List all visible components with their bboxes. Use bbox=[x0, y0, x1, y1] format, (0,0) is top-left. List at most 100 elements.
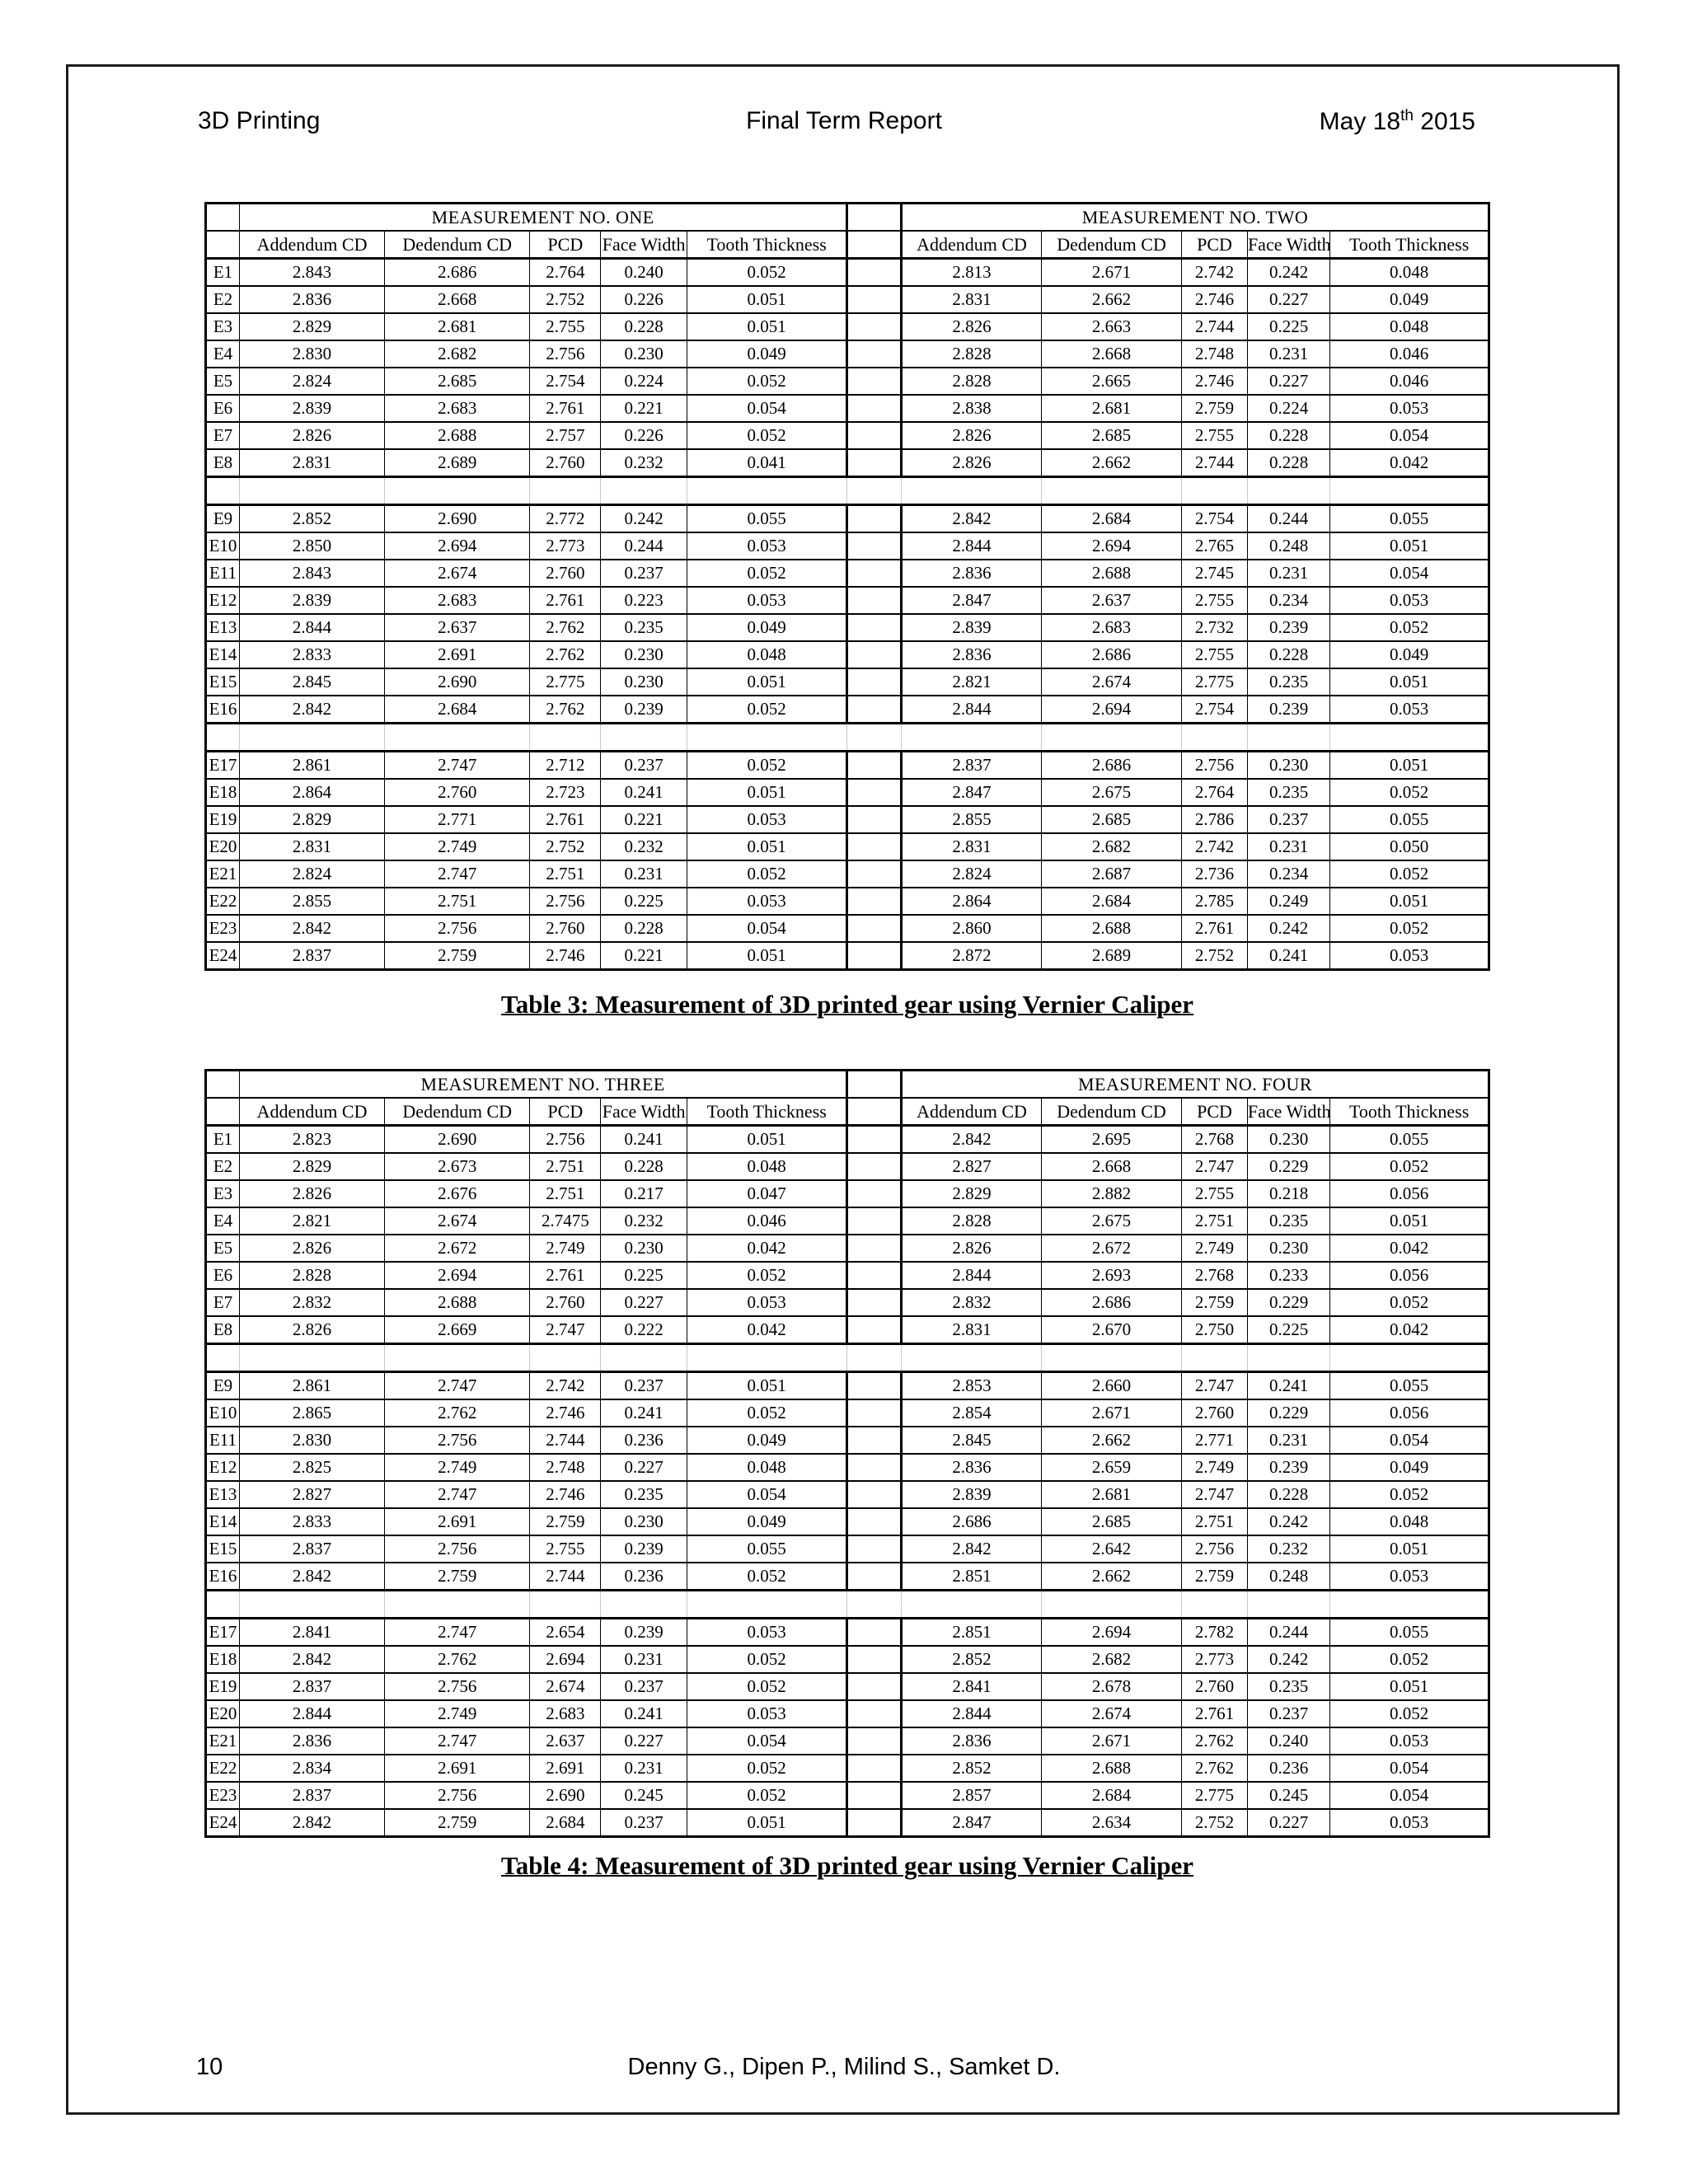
table-row: E24 2.837 2.759 2.746 0.221 0.051 2.872 2.689 2.… bbox=[205, 941, 1489, 971]
row-label: E15 bbox=[205, 1535, 240, 1563]
cell: 2.761 bbox=[529, 586, 602, 615]
cell: 0.233 bbox=[1246, 1261, 1331, 1290]
cell: 2.761 bbox=[1181, 914, 1248, 943]
cell: 0.053 bbox=[1329, 394, 1489, 423]
cell: 2.634 bbox=[1041, 1808, 1183, 1838]
cell: 0.053 bbox=[686, 1617, 848, 1647]
cell: 2.759 bbox=[1181, 1288, 1248, 1317]
spacer-cell bbox=[384, 723, 531, 752]
row-label: E22 bbox=[205, 1754, 240, 1783]
cell: 2.662 bbox=[1041, 1562, 1183, 1591]
cell: 0.049 bbox=[1329, 1453, 1489, 1482]
column-header: Addendum CD bbox=[238, 230, 386, 260]
table-4-caption: Table 4: Measurement of 3D printed gear … bbox=[500, 1851, 1194, 1880]
cell: 2.747 bbox=[1181, 1152, 1248, 1181]
cell: 2.736 bbox=[1181, 860, 1248, 888]
cell: 0.051 bbox=[1329, 1207, 1489, 1235]
cell: 2.842 bbox=[900, 1124, 1043, 1154]
divider-cell bbox=[846, 1426, 903, 1455]
cell: 2.690 bbox=[529, 1781, 602, 1810]
cell: 0.053 bbox=[686, 586, 848, 615]
spacer-cell bbox=[1041, 1590, 1183, 1619]
cell: 2.686 bbox=[900, 1507, 1043, 1536]
cell: 0.056 bbox=[1329, 1179, 1489, 1208]
cell: 2.654 bbox=[529, 1617, 602, 1647]
page-footer: 10 Denny G., Dipen P., Milind S., Samket… bbox=[0, 2054, 1688, 2087]
row-label: E1 bbox=[205, 1124, 240, 1154]
cell: 2.744 bbox=[529, 1426, 602, 1455]
cell: 0.052 bbox=[1329, 1288, 1489, 1317]
spacer-cell bbox=[205, 476, 240, 505]
section-title-row: MEASUREMENT NO. THREE MEASUREMENT NO. FOU… bbox=[205, 1069, 1489, 1099]
cell: 2.694 bbox=[384, 1261, 531, 1290]
cell: 2.746 bbox=[529, 1399, 602, 1427]
cell: 0.051 bbox=[686, 285, 848, 314]
cell: 2.832 bbox=[238, 1288, 386, 1317]
cell: 2.751 bbox=[529, 860, 602, 888]
divider-cell bbox=[846, 504, 903, 533]
cell: 0.245 bbox=[600, 1781, 687, 1810]
cell: 0.237 bbox=[600, 1672, 687, 1701]
table-row: E21 2.836 2.747 2.637 0.227 0.054 2.836 2.671 2.… bbox=[205, 1727, 1489, 1755]
cell: 0.051 bbox=[686, 941, 848, 971]
divider-cell bbox=[846, 1781, 903, 1810]
table-row: E11 2.843 2.674 2.760 0.237 0.052 2.836 2.688 2.… bbox=[205, 559, 1489, 588]
row-label: E24 bbox=[205, 941, 240, 971]
divider-cell bbox=[846, 1207, 903, 1235]
cell: 2.836 bbox=[900, 640, 1043, 669]
header-document-title: Final Term Report bbox=[746, 107, 942, 134]
cell: 2.681 bbox=[1041, 1480, 1183, 1509]
cell: 2.756 bbox=[384, 1535, 531, 1563]
column-header: PCD bbox=[529, 1097, 602, 1127]
cell: 2.839 bbox=[238, 586, 386, 615]
divider-cell bbox=[846, 1315, 903, 1345]
cell: 2.821 bbox=[900, 668, 1043, 696]
cell: 0.052 bbox=[1329, 1152, 1489, 1181]
cell: 2.824 bbox=[238, 860, 386, 888]
cell: 0.049 bbox=[686, 1426, 848, 1455]
cell: 2.828 bbox=[238, 1261, 386, 1290]
spacer-cell bbox=[529, 1343, 602, 1372]
cell: 0.046 bbox=[1329, 367, 1489, 396]
measurement-table-4-container: MEASUREMENT NO. THREE MEASUREMENT NO. FOU… bbox=[204, 1069, 1490, 1838]
row-label: E7 bbox=[205, 1288, 240, 1317]
divider-cell bbox=[846, 1179, 903, 1208]
spacer-cell bbox=[238, 723, 386, 752]
column-header: PCD bbox=[529, 230, 602, 260]
divider-cell bbox=[846, 1261, 903, 1290]
cell: 0.236 bbox=[600, 1562, 687, 1591]
table-3-caption: Table 3: Measurement of 3D printed gear … bbox=[500, 990, 1194, 1019]
spacer-cell bbox=[384, 476, 531, 505]
divider-cell bbox=[846, 257, 903, 287]
cell: 0.042 bbox=[686, 1315, 848, 1345]
row-label: E20 bbox=[205, 832, 240, 861]
cell: 2.671 bbox=[1041, 1399, 1183, 1427]
cell: 0.048 bbox=[686, 1152, 848, 1181]
row-label: E3 bbox=[205, 312, 240, 341]
cell: 0.225 bbox=[600, 1261, 687, 1290]
cell: 0.042 bbox=[1329, 448, 1489, 478]
cell: 2.732 bbox=[1181, 613, 1248, 642]
cell: 2.756 bbox=[384, 1781, 531, 1810]
cell: 0.056 bbox=[1329, 1399, 1489, 1427]
cell: 2.760 bbox=[1181, 1672, 1248, 1701]
divider-cell bbox=[846, 613, 903, 642]
cell: 2.671 bbox=[1041, 1727, 1183, 1755]
cell: 2.678 bbox=[1041, 1672, 1183, 1701]
cell: 0.237 bbox=[1246, 1699, 1331, 1728]
cell: 2.691 bbox=[529, 1754, 602, 1783]
spacer-cell bbox=[529, 723, 602, 752]
cell: 2.882 bbox=[1041, 1179, 1183, 1208]
cell: 0.055 bbox=[1329, 1617, 1489, 1647]
cell: 0.244 bbox=[1246, 1617, 1331, 1647]
cell: 0.232 bbox=[600, 832, 687, 861]
row-label: E10 bbox=[205, 532, 240, 560]
cell: 2.762 bbox=[1181, 1727, 1248, 1755]
cell: 2.756 bbox=[384, 1426, 531, 1455]
cell: 2.747 bbox=[529, 1315, 602, 1345]
cell: 0.052 bbox=[686, 559, 848, 588]
row-label: E18 bbox=[205, 1645, 240, 1674]
row-label: E19 bbox=[205, 805, 240, 834]
cell: 0.051 bbox=[1329, 668, 1489, 696]
cell: 2.683 bbox=[384, 394, 531, 423]
